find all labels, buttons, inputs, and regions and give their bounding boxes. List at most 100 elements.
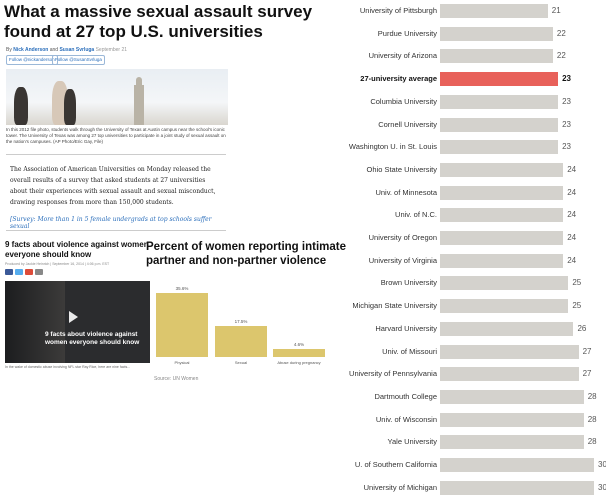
- mini-bar-category: Abuse during pregnancy: [277, 360, 321, 365]
- bar: [440, 162, 564, 177]
- bar-value: 27: [582, 346, 592, 356]
- mini-bar: [273, 348, 325, 357]
- bar-value: 24: [567, 187, 577, 197]
- bar-label: Washington U. in St. Louis: [348, 142, 437, 152]
- bar: [440, 299, 569, 314]
- bar: [440, 94, 559, 109]
- byline-and: and: [49, 47, 59, 53]
- bar-label: Ohio State University: [366, 164, 437, 174]
- divider: [6, 154, 226, 155]
- bar: [440, 367, 579, 382]
- bar: [440, 412, 584, 427]
- bar: [440, 26, 553, 41]
- video-title[interactable]: 9 facts about violence against women eve…: [5, 240, 149, 259]
- bar: [440, 435, 584, 450]
- bar-value: 23: [562, 119, 571, 129]
- tower-top-shape: [136, 77, 142, 87]
- bar-value: 24: [567, 210, 577, 220]
- bar-label: University of Arizona: [368, 51, 437, 61]
- bar-value: 22: [556, 51, 566, 61]
- article-photo: [6, 69, 228, 125]
- mini-bar-value: 4.6%: [293, 341, 305, 347]
- divider: [6, 230, 226, 231]
- mini-chart-source: Source: UN Women: [154, 376, 199, 382]
- author-link-1[interactable]: Nick Anderson: [13, 47, 49, 53]
- video-meta: Produced by Jackie Heinrich | September …: [5, 262, 110, 266]
- bar-value: 21: [551, 6, 561, 15]
- bar: [440, 321, 574, 336]
- mini-bar-value: 35.6%: [175, 286, 189, 291]
- bar: [440, 49, 553, 64]
- video-caption: In the wake of domestic abuse involving …: [5, 365, 131, 369]
- bar: [440, 458, 594, 472]
- video-player[interactable]: 9 facts about violence against women eve…: [5, 281, 150, 363]
- bar-value: 25: [572, 278, 582, 288]
- related-link[interactable]: [Survey: More than 1 in 5 female undergr…: [10, 216, 212, 230]
- article-date: September 21: [95, 47, 128, 53]
- bar-value: 23: [562, 74, 571, 84]
- bar-value: 26: [577, 323, 587, 333]
- bar: [440, 276, 569, 291]
- university-bar-chart: University of Pittsburgh 21 Purdue Univers…: [345, 0, 606, 504]
- bar-label: Univ. of Minnesota: [375, 187, 437, 197]
- bar-value: 23: [562, 96, 571, 106]
- bar-label: Brown University: [380, 278, 437, 288]
- video-thumbnail-shade: [5, 281, 65, 363]
- mini-bar-category: Physical: [174, 360, 190, 365]
- bar: [440, 4, 548, 18]
- facebook-share-icon[interactable]: [5, 269, 13, 275]
- email-share-icon[interactable]: [35, 269, 43, 275]
- bar-label: Univ. of Missouri: [382, 346, 437, 356]
- mini-bar: [215, 325, 267, 357]
- bar-label: Yale University: [387, 437, 437, 447]
- byline-prefix: By: [6, 47, 12, 53]
- bar: [440, 72, 559, 87]
- bar-value: 30: [598, 482, 606, 492]
- video-overlay-text: 9 facts about violence against women eve…: [45, 331, 140, 346]
- bar-label: Dartmouth College: [374, 391, 437, 401]
- mini-bar-category: Sexual: [234, 360, 248, 365]
- follow-button-2[interactable]: Follow @SusanSvrluga: [52, 55, 105, 65]
- bar-value: 30: [598, 460, 606, 469]
- photo-caption: In this 2012 file photo, students walk t…: [6, 127, 226, 144]
- bar: [440, 480, 594, 495]
- bar-label: University of Virginia: [368, 255, 437, 265]
- twitter-share-icon[interactable]: [15, 269, 23, 275]
- bar-label: Cornell University: [378, 119, 437, 129]
- bar-label: Columbia University: [370, 96, 437, 106]
- bar-value: 23: [562, 142, 571, 152]
- google-share-icon[interactable]: [25, 269, 33, 275]
- bar-label: University of Pittsburgh: [359, 6, 437, 15]
- bar-label: 27-university average: [360, 74, 437, 84]
- person-silhouette: [14, 87, 28, 125]
- bar-label: Univ. of Wisconsin: [375, 414, 437, 424]
- bar: [440, 344, 579, 359]
- bar: [440, 253, 564, 268]
- bar: [440, 208, 564, 223]
- bar-value: 28: [587, 391, 597, 401]
- bar-label: University of Michigan: [363, 482, 437, 492]
- byline: By Nick Anderson and Susan Svrluga Septe…: [6, 47, 127, 53]
- bar-value: 24: [567, 164, 577, 174]
- follow-button-1[interactable]: Follow @nickanderson: [6, 55, 58, 65]
- bar-label: Harvard University: [375, 323, 437, 333]
- bar-value: 25: [572, 301, 582, 311]
- mini-chart-title: Percent of women reporting intimate part…: [146, 241, 346, 267]
- bar-value: 22: [556, 28, 566, 38]
- tower-shape: [134, 85, 144, 125]
- person-silhouette: [64, 89, 76, 125]
- bar-label: U. of Southern California: [354, 460, 437, 469]
- bar: [440, 231, 564, 245]
- author-link-2[interactable]: Susan Svrluga: [59, 47, 95, 53]
- bar-value: 27: [582, 369, 592, 379]
- article-headline: What a massive sexual assault survey fou…: [4, 2, 313, 41]
- bar-label: Univ. of N.C.: [395, 210, 437, 220]
- bar-value: 28: [587, 414, 597, 424]
- article-body: The Association of American Universities…: [10, 166, 216, 206]
- bar-label: Purdue University: [377, 28, 437, 38]
- play-icon[interactable]: [69, 311, 78, 323]
- bar: [440, 140, 559, 155]
- mini-bar-value: 17.5%: [234, 318, 248, 324]
- bar-value: 24: [567, 255, 577, 265]
- bar: [440, 389, 584, 404]
